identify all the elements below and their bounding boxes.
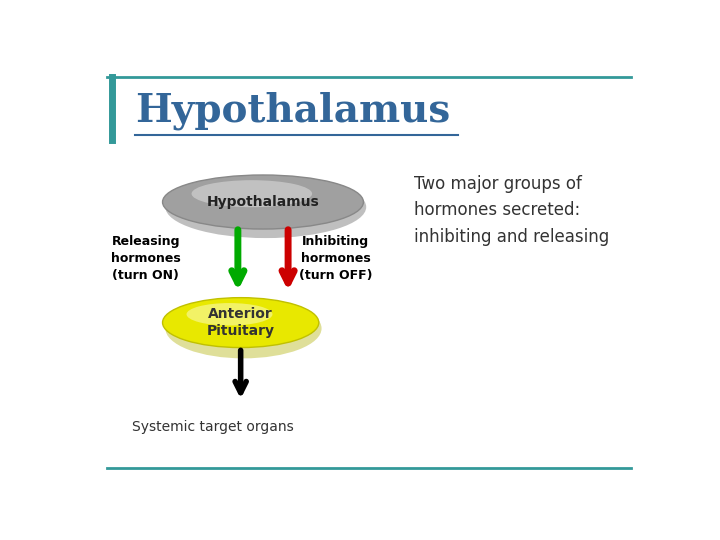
Ellipse shape xyxy=(163,175,364,229)
Ellipse shape xyxy=(186,303,272,326)
Text: Systemic target organs: Systemic target organs xyxy=(132,420,294,434)
Text: Anterior
Pituitary: Anterior Pituitary xyxy=(207,307,274,338)
Ellipse shape xyxy=(163,298,319,348)
Text: Inhibiting
hormones
(turn OFF): Inhibiting hormones (turn OFF) xyxy=(299,235,372,282)
Ellipse shape xyxy=(166,176,366,238)
Text: Two major groups of
hormones secreted:
inhibiting and releasing: Two major groups of hormones secreted: i… xyxy=(413,175,609,246)
Text: Hypothalamus: Hypothalamus xyxy=(207,195,320,209)
Text: Hypothalamus: Hypothalamus xyxy=(135,91,450,130)
Ellipse shape xyxy=(192,180,312,207)
Text: Releasing
hormones
(turn ON): Releasing hormones (turn ON) xyxy=(111,235,181,282)
Ellipse shape xyxy=(166,299,322,359)
